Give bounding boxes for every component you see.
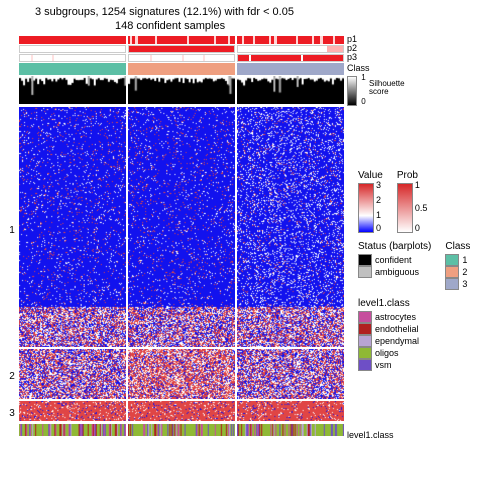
label-class: Class [347,63,407,75]
silhouette-canvas-3 [237,76,344,104]
legend-class: Class 123 [445,241,470,290]
silhouette-canvas-2 [128,76,235,104]
heatmap-block-1 [19,107,344,347]
label-level1: level1.class [347,430,407,442]
legend-value: Value 3 2 1 0 [358,170,383,233]
row-group-axis: 1 2 3 [5,36,19,442]
label-silhouette: Silhouette score [369,80,405,96]
sil-tick-1: 1 [361,74,365,82]
legend-status: Status (barplots) confidentambiguous [358,241,431,290]
silhouette-canvas-1 [19,76,126,104]
title-line-2: 148 confident samples [35,19,499,33]
silhouette-row [19,76,344,104]
level1-row [19,424,344,436]
legend-prob: Prob 1 0.5 0 [397,170,418,233]
plot-stack [19,36,344,442]
row-group-1-label: 1 [5,111,19,351]
sil-tick-0: 0 [361,98,365,106]
p2-row [19,45,344,53]
p3-row [19,54,344,62]
legend-level1: level1.class astrocytesendothelialependy… [358,298,498,371]
legend-class-title: Class [445,241,470,252]
class-row [19,63,344,75]
heatmap-block-2 [19,349,344,399]
heatmap-block-3 [19,401,344,421]
legend-level1-title: level1.class [358,298,498,309]
row-group-3-label: 3 [5,403,19,425]
label-p3: p3 [347,54,407,62]
row-group-2-label: 2 [5,351,19,403]
p1-row [19,36,344,44]
title-line-1: 3 subgroups, 1254 signatures (12.1%) wit… [35,5,499,19]
legends: Value 3 2 1 0 Prob 1 0.5 0 [358,170,498,379]
legend-status-title: Status (barplots) [358,241,431,252]
